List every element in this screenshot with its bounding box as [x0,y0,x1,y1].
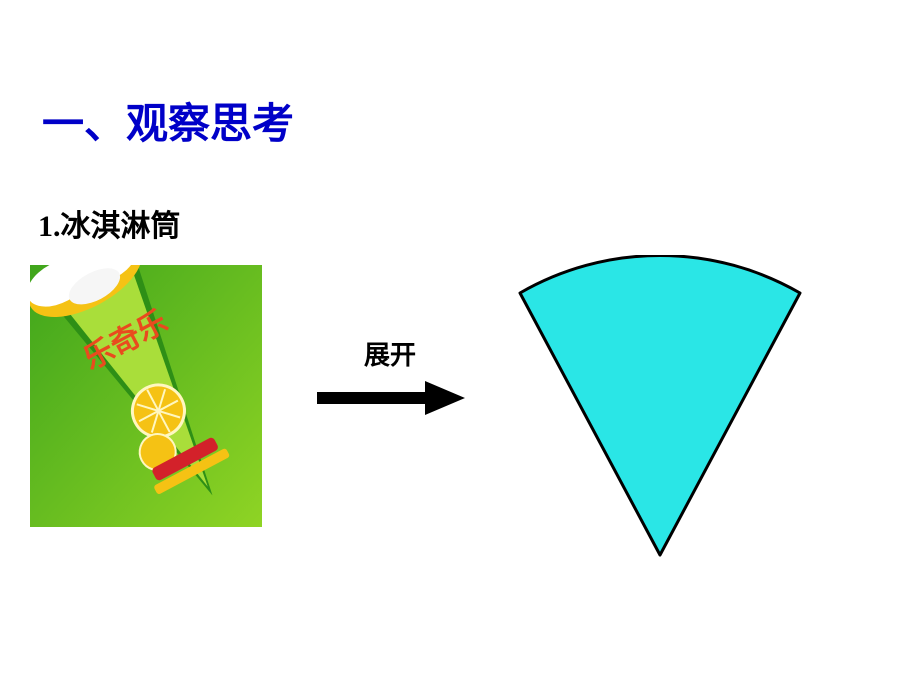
ice-cream-cone-photo: 乐奇乐 [30,265,262,527]
arrow-right-icon [315,378,465,418]
unfold-label: 展开 [300,335,480,372]
unfold-arrow-block: 展开 [300,335,480,418]
item-subheading: 1.冰淇淋筒 [0,201,920,245]
cone-photo-svg: 乐奇乐 [30,265,262,527]
slide: 一、观察思考 1.冰淇淋筒 [0,0,920,690]
unfolded-sector [500,255,820,570]
section-heading: 一、观察思考 [0,90,920,151]
sector-shape [500,255,820,565]
